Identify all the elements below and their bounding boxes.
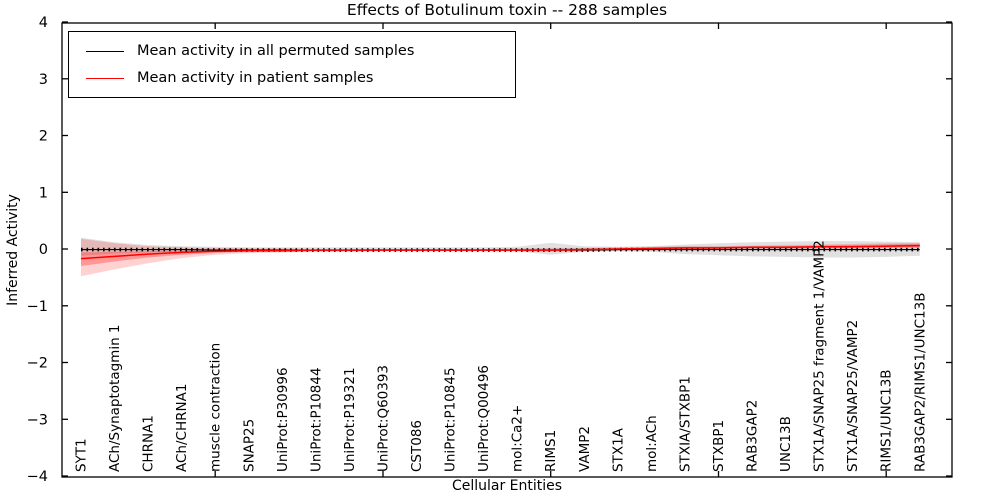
x-tick-label: muscle contraction (208, 343, 224, 472)
x-tick-label: CST086 (409, 420, 425, 472)
x-tick-label: STX1A/SNAP25 fragment 1/VAMP2 (812, 240, 828, 472)
legend-label-permuted: Mean activity in all permuted samples (137, 43, 415, 59)
x-tick-label: RIMS1/UNC13B (879, 369, 895, 472)
y-tick-label: 0 (39, 242, 48, 258)
x-tick-label: UniProt:P10845 (443, 367, 459, 472)
chart-title: Effects of Botulinum toxin -- 288 sample… (346, 1, 668, 19)
x-tick-label: VAMP2 (577, 426, 593, 472)
x-tick-label: mol:ACh (644, 415, 660, 472)
x-tick-label: RIMS1 (543, 430, 559, 472)
x-tick-label: RAB3GAP2 (745, 400, 761, 472)
x-tick-label: UniProt:Q00496 (476, 365, 492, 472)
x-axis-label: Cellular Entities (451, 478, 563, 494)
y-tick-label: 1 (39, 185, 48, 201)
x-tick-label: RAB3GAP2/RIMS1/UNC13B (912, 293, 928, 472)
permuted-samples-range-band (81, 237, 920, 258)
legend-item-permuted: Mean activity in all permuted samples (69, 43, 515, 59)
x-tick-label: ACh/CHRNA1 (174, 384, 190, 472)
red-line-sample (86, 77, 124, 79)
y-tick-label: −1 (27, 299, 48, 315)
y-tick-label: −3 (27, 412, 48, 428)
x-tick-label: mol:Ca2+ (510, 405, 526, 472)
black-line-sample (86, 50, 124, 52)
x-tick-label: CHRNA1 (141, 415, 157, 472)
x-tick-label: STXBP1 (711, 420, 727, 472)
y-tick-label: −4 (27, 469, 48, 485)
x-tick-label: UniProt:P19321 (342, 367, 358, 472)
x-tick-label: UniProt:P30996 (275, 367, 291, 472)
x-tick-label: SYT1 (74, 438, 90, 472)
legend: Mean activity in all permuted samples Me… (68, 31, 516, 98)
x-tick-label: UniProt:P10844 (308, 367, 324, 472)
x-tick-label: STX1A (610, 427, 626, 472)
patient-mean-line (80, 244, 920, 260)
x-tick-label: STXIA/STXBP1 (677, 376, 693, 472)
plot-border (61, 22, 953, 478)
y-tick-label: 3 (39, 72, 48, 88)
x-tick-label: ACh/Synaptotagmin 1 (107, 324, 123, 472)
x-tick-label: STX1A/SNAP25/VAMP2 (845, 320, 861, 472)
y-tick-label: 4 (39, 15, 48, 31)
legend-label-patient: Mean activity in patient samples (137, 70, 374, 86)
x-tick-label: UNC13B (778, 416, 794, 472)
y-tick-label: 2 (39, 129, 48, 145)
x-tick-label: UniProt:Q60393 (376, 365, 392, 472)
legend-item-patient: Mean activity in patient samples (69, 70, 515, 86)
y-tick-label: −2 (27, 356, 48, 372)
y-axis-label: Inferred Activity (5, 194, 21, 306)
x-tick-label: SNAP25 (241, 419, 257, 472)
